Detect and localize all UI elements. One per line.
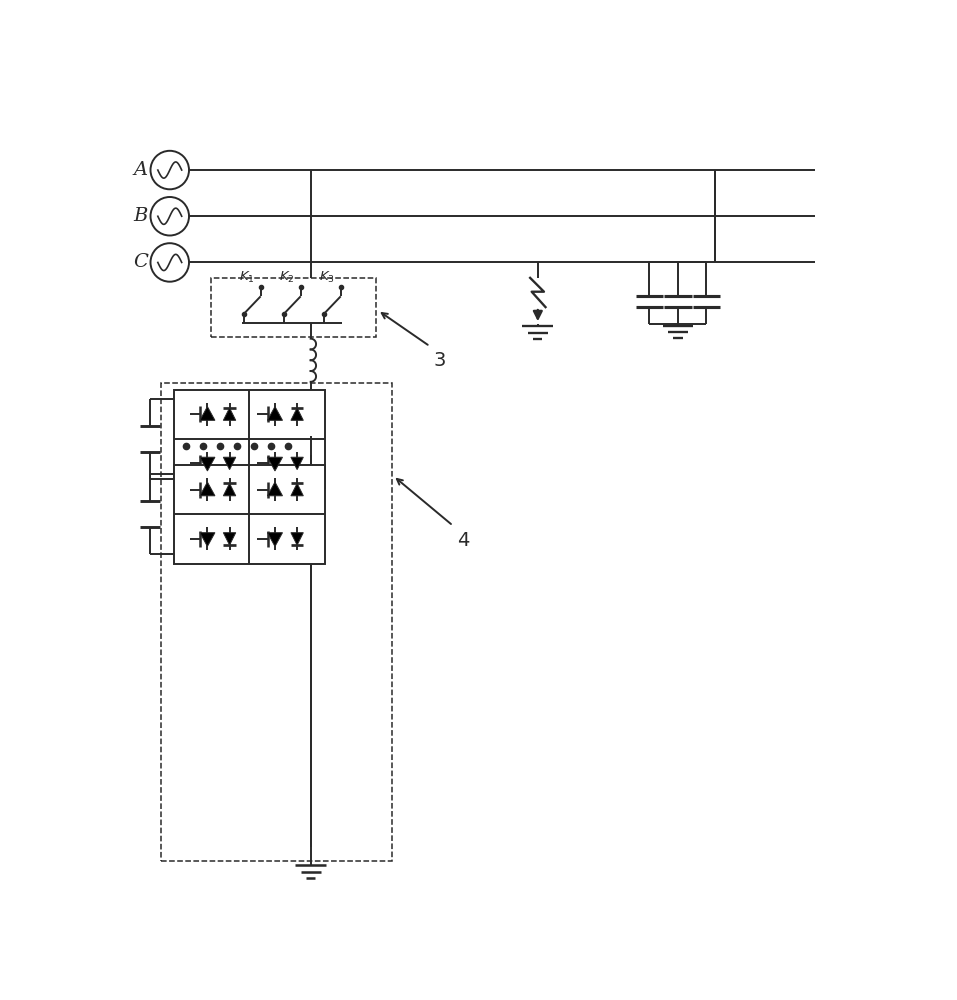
Polygon shape — [223, 408, 235, 420]
Text: C: C — [133, 253, 148, 271]
Text: $K_1$: $K_1$ — [239, 270, 255, 285]
Polygon shape — [200, 482, 215, 496]
Polygon shape — [291, 457, 303, 470]
Circle shape — [150, 151, 189, 189]
Text: $K_2$: $K_2$ — [279, 270, 295, 285]
Circle shape — [150, 197, 189, 235]
Bar — [174, 389, 324, 488]
Text: B: B — [133, 207, 147, 225]
Polygon shape — [200, 457, 215, 471]
Polygon shape — [223, 457, 235, 470]
Text: $K_3$: $K_3$ — [319, 270, 335, 285]
Polygon shape — [223, 533, 235, 545]
Circle shape — [150, 243, 189, 282]
Bar — [161, 383, 391, 861]
Polygon shape — [267, 482, 282, 496]
Text: 3: 3 — [434, 351, 446, 370]
Polygon shape — [267, 533, 282, 546]
Polygon shape — [267, 457, 282, 471]
Polygon shape — [267, 407, 282, 420]
Polygon shape — [200, 407, 215, 420]
Polygon shape — [291, 483, 303, 496]
Polygon shape — [223, 483, 235, 496]
Bar — [211, 278, 376, 337]
Text: 4: 4 — [457, 531, 469, 550]
Polygon shape — [291, 408, 303, 420]
Polygon shape — [291, 533, 303, 545]
Text: A: A — [133, 161, 147, 179]
Polygon shape — [200, 533, 215, 546]
Bar — [174, 465, 324, 564]
